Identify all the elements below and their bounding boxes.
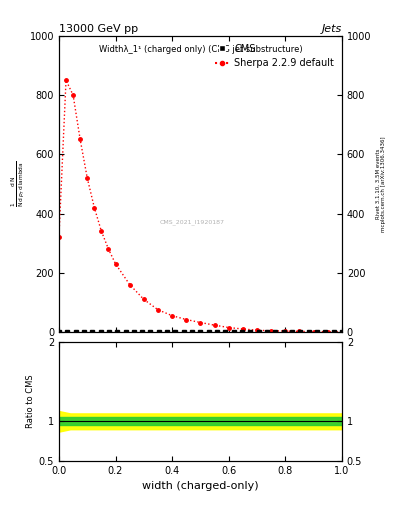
Legend: CMS, Sherpa 2.2.9 default: CMS, Sherpa 2.2.9 default <box>212 40 337 71</box>
Y-axis label: Ratio to CMS: Ratio to CMS <box>26 375 35 429</box>
Text: 13000 GeV pp: 13000 GeV pp <box>59 24 138 34</box>
Text: Widthλ_1¹ (charged only) (CMS jet substructure): Widthλ_1¹ (charged only) (CMS jet substr… <box>99 45 302 54</box>
Text: CMS_2021_I1920187: CMS_2021_I1920187 <box>160 220 224 225</box>
Y-axis label: Rivet 3.1.10, 3.5M events
mcplots.cern.ch [arXiv:1306.3436]: Rivet 3.1.10, 3.5M events mcplots.cern.c… <box>375 136 386 232</box>
Text: Jets: Jets <box>321 24 342 34</box>
X-axis label: width (charged-only): width (charged-only) <box>142 481 259 491</box>
Y-axis label: $\frac{1}{\mathrm{N}}\frac{\mathrm{d}\,\mathrm{N}}{\mathrm{d}\,p_T\,\mathrm{d}\,: $\frac{1}{\mathrm{N}}\frac{\mathrm{d}\,\… <box>10 161 27 207</box>
